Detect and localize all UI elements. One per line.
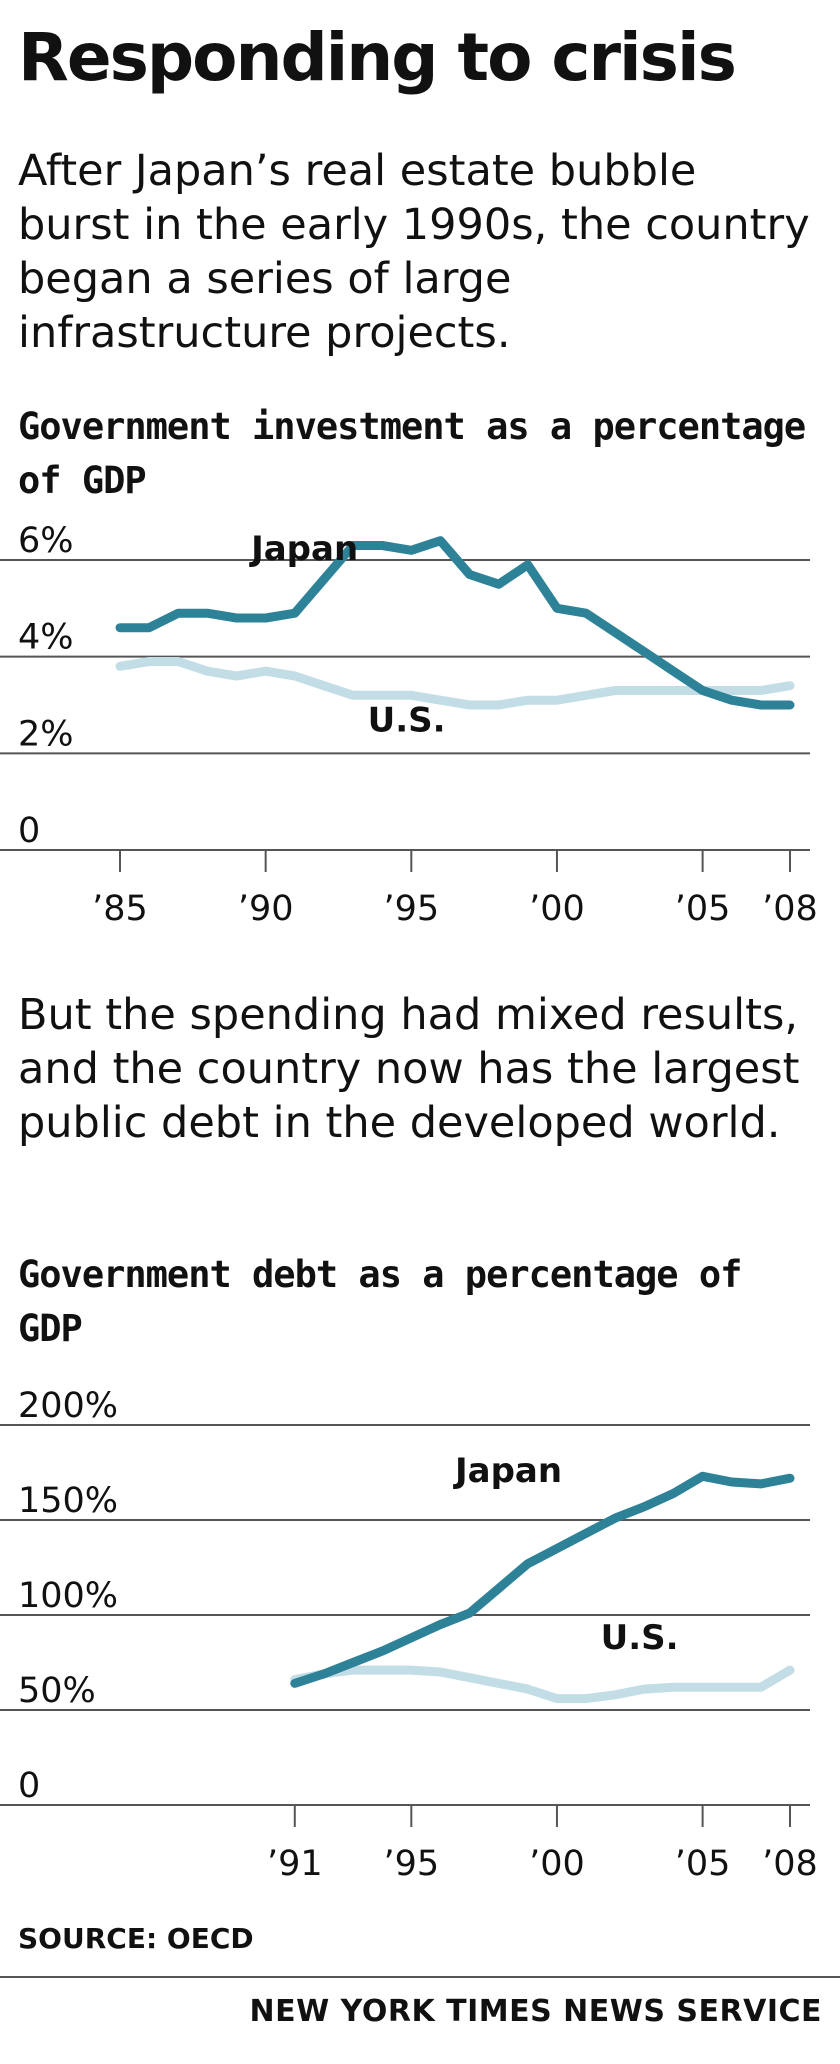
credit-line: NEW YORK TIMES NEWS SERVICE [249, 1994, 822, 2029]
x-tick-label: ’85 [92, 889, 148, 929]
series-line-japan [115, 536, 795, 710]
series-label-japan: Japan [249, 529, 358, 569]
y-tick-label: 2% [18, 714, 74, 754]
chart1-title: Government investment as a percentage of… [18, 405, 806, 502]
y-tick-label: 50% [18, 1671, 96, 1711]
series-label-us: U.S. [368, 701, 446, 741]
headline: Responding to crisis [18, 19, 737, 96]
x-tick-label: ’00 [529, 889, 585, 929]
series-label-us: U.S. [601, 1618, 679, 1658]
x-tick-label: ’08 [762, 1844, 818, 1884]
series-label-japan: Japan [453, 1451, 562, 1491]
series-line-japan [290, 1471, 795, 1688]
investment-chart: 6% 4% 2% 0 ’85 ’90 ’95 ’00 ’05 ’08 Japan U.S. [0, 521, 818, 929]
intro-text: After Japan’s real estate bubble burst i… [18, 146, 810, 358]
y-tick-label: 0 [18, 1766, 40, 1806]
x-tick-label: ’00 [529, 1844, 585, 1884]
x-tick-label: ’05 [675, 1844, 731, 1884]
x-tick-label: ’05 [675, 889, 731, 929]
source-note: SOURCE: OECD [18, 1922, 254, 1955]
x-tick-label: ’90 [238, 889, 294, 929]
y-tick-label: 100% [18, 1576, 118, 1616]
chart2-title: Government debt as a percentage of GDP [18, 1253, 742, 1350]
series-line-us [290, 1665, 795, 1704]
y-tick-label: 0 [18, 811, 40, 851]
y-tick-label: 4% [18, 618, 74, 658]
x-tick-label: ’91 [267, 1844, 323, 1884]
series-line-us [115, 657, 795, 710]
middle-text: But the spending had mixed results, and … [18, 990, 800, 1148]
x-tick-label: ’08 [762, 889, 818, 929]
debt-chart: 200% 150% 100% 50% 0 ’91 ’95 ’00 ’05 ’08 Japan U.S. [0, 1386, 818, 1884]
y-tick-label: 6% [18, 521, 74, 561]
y-tick-label: 150% [18, 1481, 118, 1521]
x-tick-label: ’95 [383, 889, 439, 929]
footer-divider [0, 1976, 840, 1978]
y-tick-label: 200% [18, 1386, 118, 1426]
x-tick-label: ’95 [383, 1844, 439, 1884]
